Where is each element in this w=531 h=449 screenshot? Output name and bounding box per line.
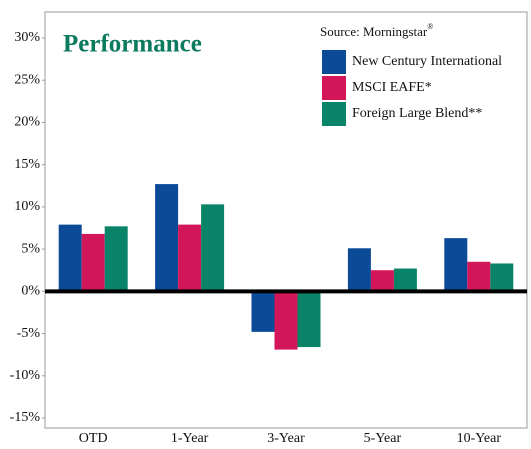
bar xyxy=(81,233,105,292)
y-tick-label: 25% xyxy=(14,72,40,87)
bar xyxy=(297,291,321,348)
chart-title: Performance xyxy=(63,31,202,58)
x-tick-label: 3-Year xyxy=(267,431,305,446)
bar xyxy=(467,261,491,292)
y-tick-label: 5% xyxy=(21,241,40,256)
y-tick-label: 20% xyxy=(14,115,40,130)
bar xyxy=(251,291,275,332)
bar xyxy=(347,248,371,292)
plot-frame xyxy=(44,11,528,429)
legend-swatch xyxy=(322,76,346,100)
y-tick-label: 30% xyxy=(14,30,40,45)
bar xyxy=(393,268,417,292)
y-tick-label: 10% xyxy=(14,199,40,214)
bar xyxy=(370,270,394,292)
bar xyxy=(155,184,179,292)
y-tick-label: 0% xyxy=(21,284,40,299)
y-tick-label: -10% xyxy=(10,368,41,383)
legend-swatch xyxy=(322,50,346,74)
x-tick-label: OTD xyxy=(79,431,108,446)
x-tick-label: 1-Year xyxy=(171,431,209,446)
source-text: Source: Morningstar xyxy=(320,24,428,39)
bar xyxy=(104,226,128,292)
y-tick-label: -5% xyxy=(17,326,41,341)
legend-label: New Century International xyxy=(352,54,502,69)
bar xyxy=(178,224,202,292)
bar xyxy=(444,238,468,292)
bar xyxy=(490,263,514,292)
source-mark: ® xyxy=(427,22,433,31)
y-tick-label: -15% xyxy=(10,410,41,425)
bar xyxy=(274,291,298,350)
y-tick-label: 15% xyxy=(14,157,40,172)
bar xyxy=(58,224,82,292)
x-tick-label: 10-Year xyxy=(457,431,502,446)
source: Source: Morningstar® xyxy=(320,22,433,39)
x-tick-label: 5-Year xyxy=(364,431,402,446)
bar xyxy=(201,204,225,292)
legend-swatch xyxy=(322,102,346,126)
legend-label: MSCI EAFE* xyxy=(352,80,432,95)
legend-label: Foreign Large Blend** xyxy=(352,106,482,121)
